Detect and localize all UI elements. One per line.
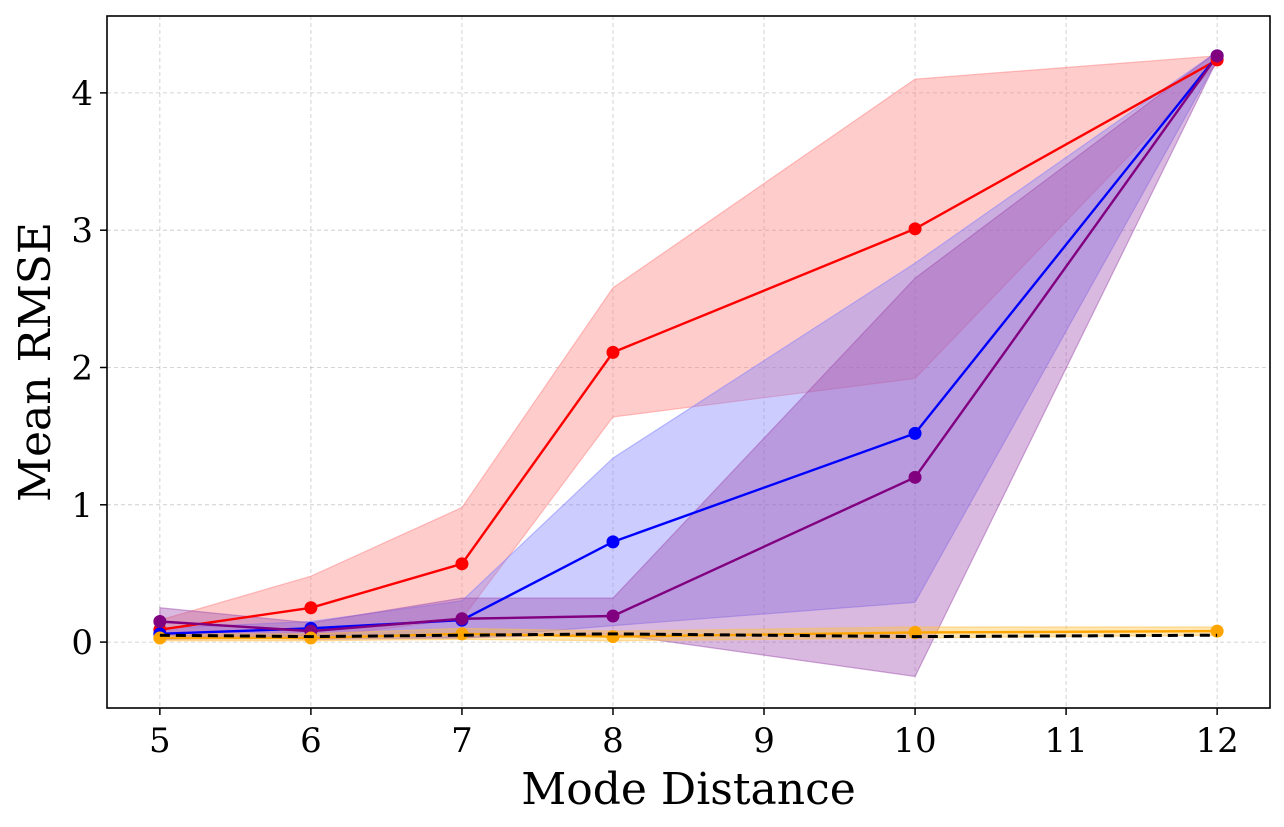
y-axis-label: Mean RMSE — [10, 222, 61, 502]
x-tick-label: 7 — [451, 721, 473, 761]
x-tick-label: 5 — [149, 721, 171, 761]
y-tick-label: 4 — [71, 74, 93, 114]
data-point — [606, 630, 620, 644]
series-line-4 — [159, 632, 1218, 639]
data-point — [455, 627, 469, 641]
data-point — [908, 222, 922, 236]
plot-frame — [106, 15, 1271, 709]
x-tick-label: 11 — [1044, 721, 1087, 761]
data-point — [1210, 49, 1224, 63]
y-tick-label: 1 — [71, 486, 93, 526]
x-axis-ticks: 5 6 7 8 9 10 11 12 — [149, 708, 1239, 761]
data-point — [606, 535, 620, 549]
data-point — [153, 615, 167, 628]
x-tick-label: 8 — [602, 721, 624, 761]
data-point — [455, 612, 469, 626]
data-point — [908, 470, 922, 484]
x-tick-label: 10 — [893, 721, 936, 761]
x-tick-label: 6 — [300, 721, 322, 761]
x-tick-label: 9 — [753, 721, 775, 761]
data-point — [606, 609, 620, 623]
data-point — [606, 345, 620, 359]
series-markers — [153, 49, 1224, 645]
data-point — [455, 557, 469, 571]
y-tick-label: 3 — [71, 211, 93, 251]
y-tick-label: 0 — [71, 623, 93, 663]
y-axis-ticks: 0 1 2 3 4 — [71, 74, 107, 663]
data-point — [153, 631, 167, 645]
x-tick-label: 12 — [1196, 721, 1239, 761]
series-line-0 — [159, 58, 1218, 631]
data-point — [1210, 624, 1224, 638]
series-line-2 — [159, 55, 1219, 633]
x-axis-label: Mode Distance — [521, 764, 856, 815]
data-point — [304, 601, 318, 615]
data-point — [908, 426, 922, 440]
y-tick-label: 2 — [71, 348, 93, 388]
